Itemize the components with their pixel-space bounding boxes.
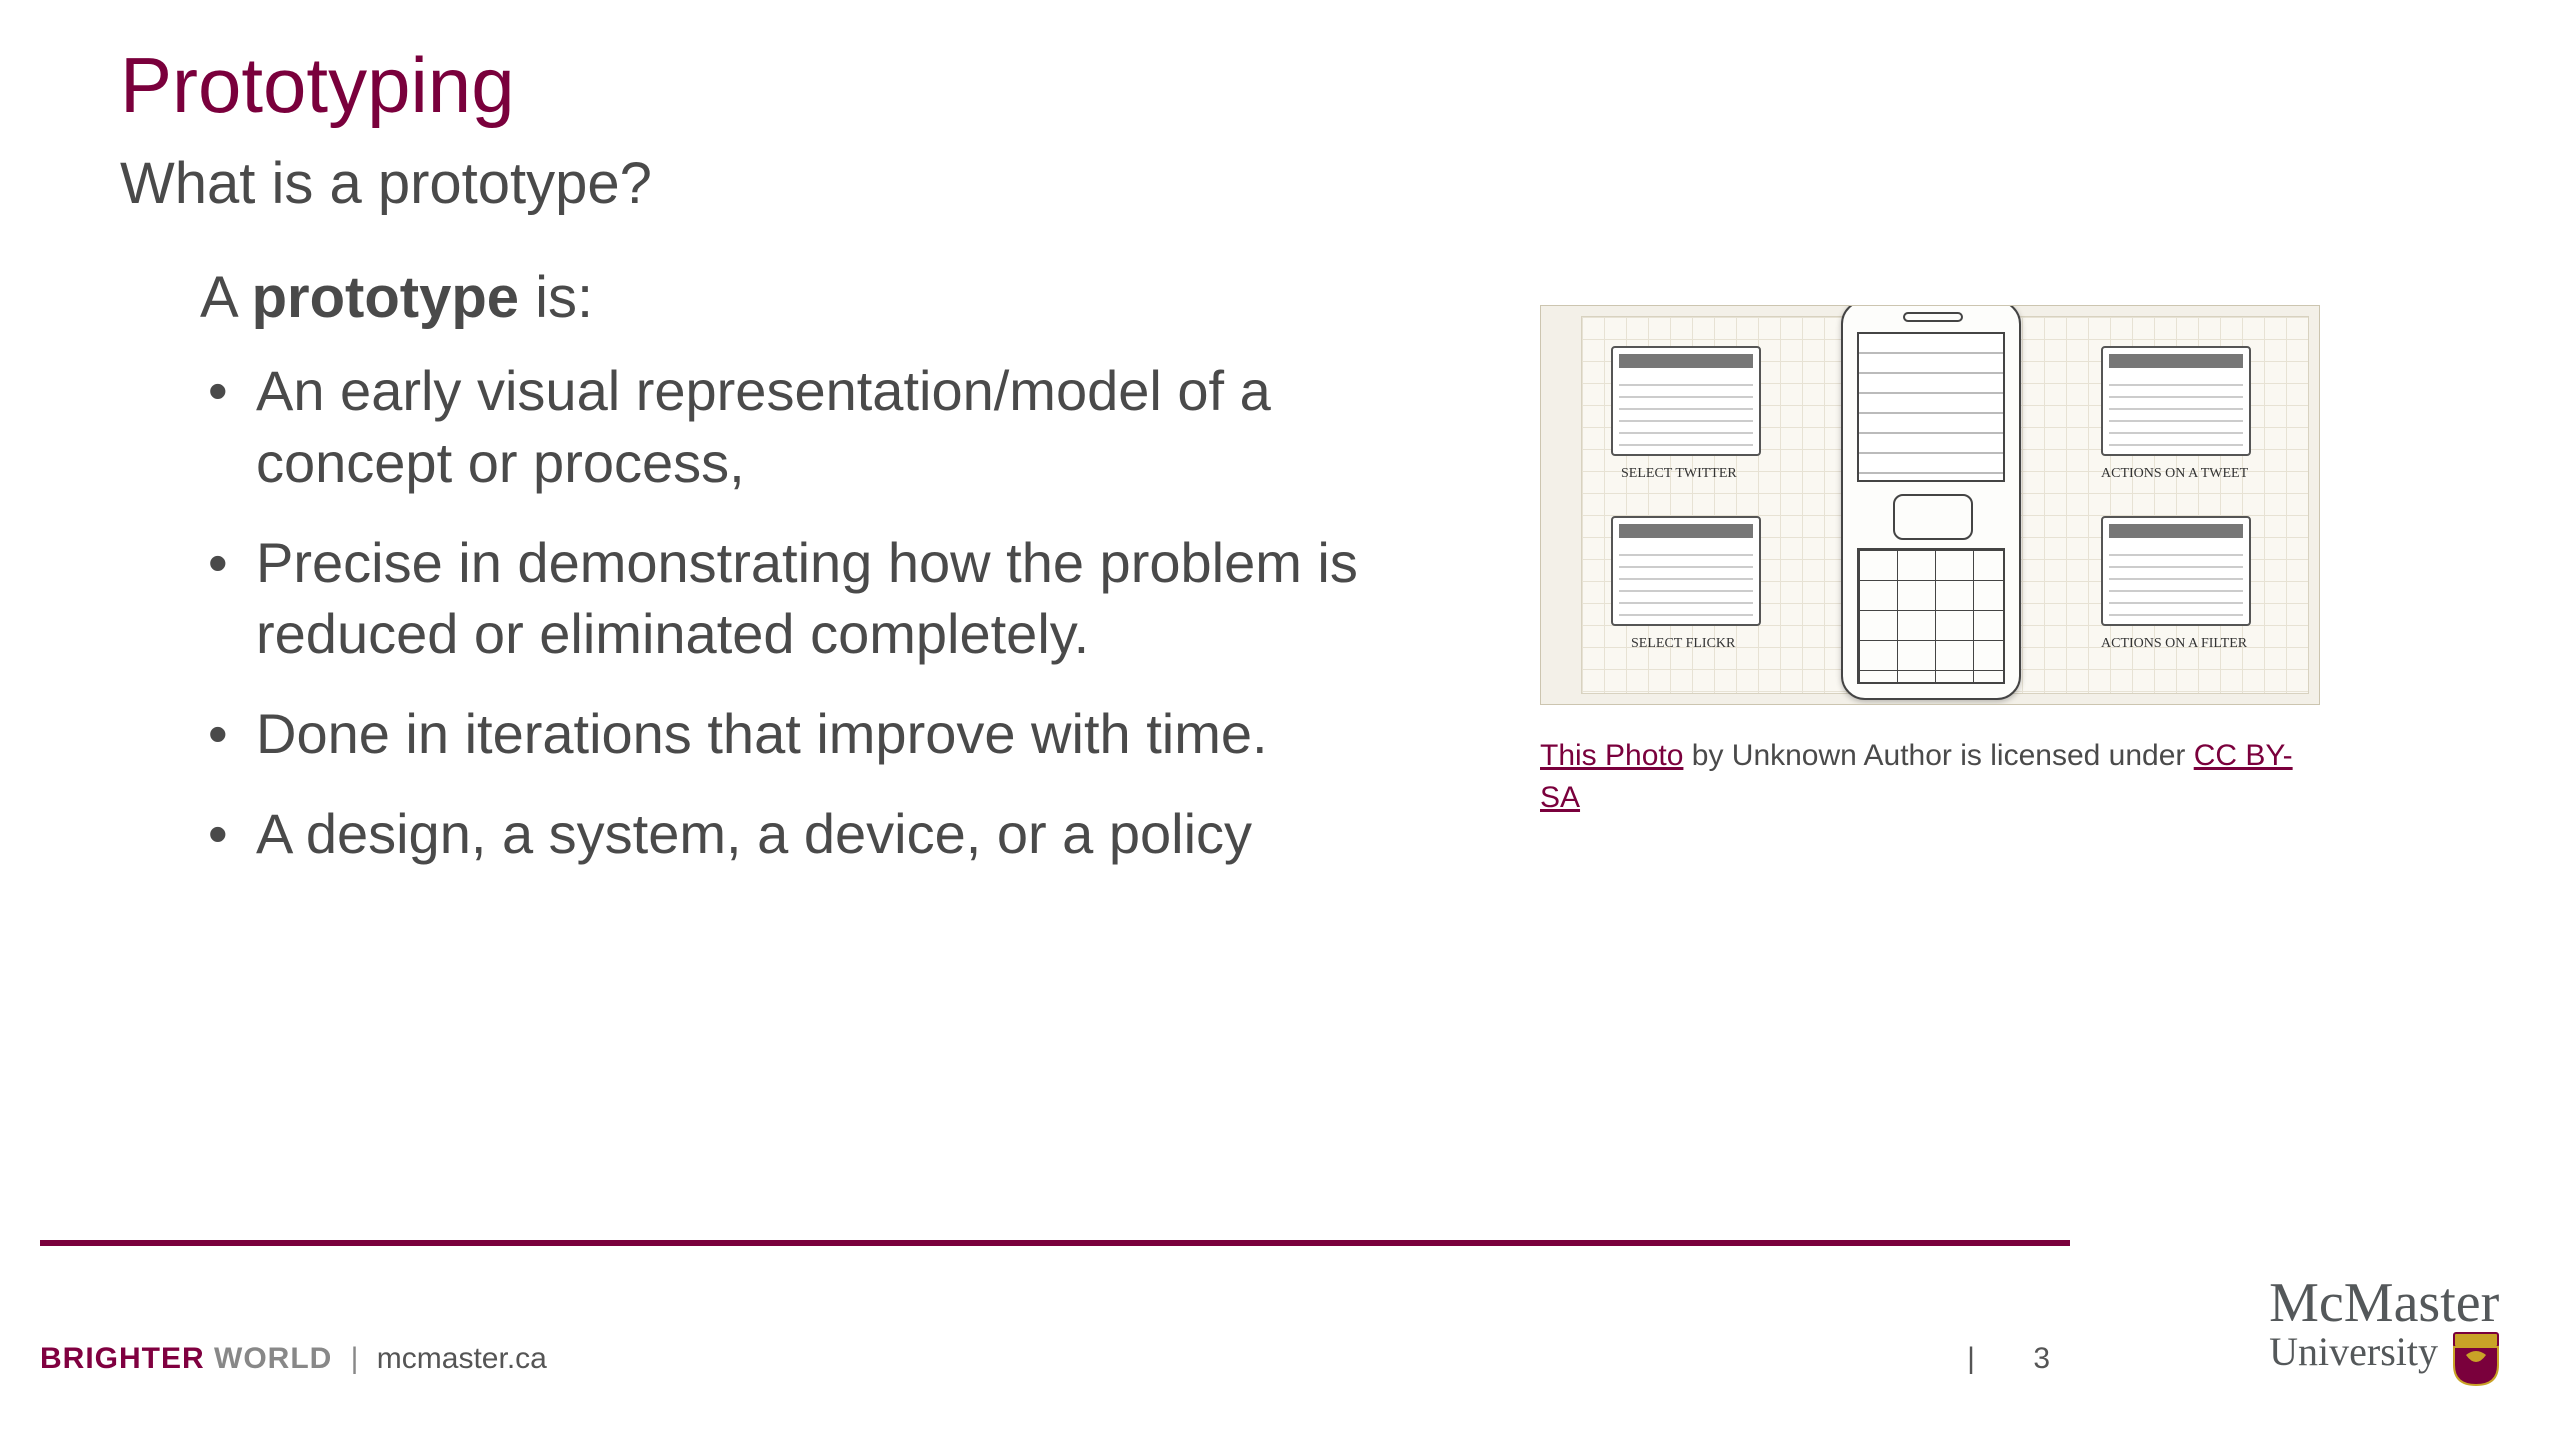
slide-title: Prototyping bbox=[120, 40, 515, 131]
image-caption: This Photo by Unknown Author is licensed… bbox=[1540, 735, 2320, 819]
lead-post: is: bbox=[519, 265, 593, 330]
page-separator: | bbox=[1967, 1342, 1975, 1375]
footer-separator: | bbox=[351, 1342, 359, 1375]
brighter-text: BRIGHTER bbox=[40, 1342, 205, 1375]
lead-bold: prototype bbox=[252, 265, 519, 330]
paper-phone-icon bbox=[1841, 305, 2021, 700]
crest-icon bbox=[2452, 1331, 2500, 1392]
footer-url: mcmaster.ca bbox=[377, 1342, 547, 1375]
caption-mid: by Unknown Author is licensed under bbox=[1683, 739, 2193, 772]
wireframe-caption: ACTIONS ON A FILTER bbox=[2101, 636, 2247, 652]
slide-subtitle: What is a prototype? bbox=[120, 150, 652, 217]
caption-link-photo[interactable]: This Photo bbox=[1540, 739, 1683, 772]
bullet-item: A design, a system, a device, or a polic… bbox=[200, 798, 1400, 870]
wireframe-caption: SELECT TWITTER bbox=[1621, 466, 1737, 482]
bullet-item: An early visual representation/model of … bbox=[200, 355, 1400, 498]
wireframe-screen-icon bbox=[2101, 516, 2251, 626]
wireframe-screen-icon bbox=[2101, 346, 2251, 456]
slide: Prototyping What is a prototype? A proto… bbox=[0, 0, 2560, 1440]
footer: BRIGHTER WORLD | mcmaster.ca bbox=[40, 1342, 547, 1376]
page-number-wrap: | 3 bbox=[1967, 1342, 2050, 1376]
world-text: WORLD bbox=[205, 1342, 333, 1375]
mcmaster-logo: McMaster University bbox=[2269, 1275, 2500, 1392]
bullet-item: Precise in demonstrating how the problem… bbox=[200, 527, 1400, 670]
wireframe-caption: ACTIONS ON A TWEET bbox=[2101, 466, 2248, 482]
bullet-list: An early visual representation/model of … bbox=[200, 355, 1400, 869]
bullet-item: Done in iterations that improve with tim… bbox=[200, 698, 1400, 770]
page-number: 3 bbox=[2033, 1342, 2050, 1375]
body-text: A prototype is: An early visual represen… bbox=[200, 260, 1400, 897]
wireframe-caption: SELECT FLICKR bbox=[1631, 636, 1735, 652]
figure: SELECT TWITTER SELECT FLICKR ACTIONS ON … bbox=[1540, 305, 2320, 819]
lead-line: A prototype is: bbox=[200, 260, 1400, 335]
logo-line1: McMaster bbox=[2269, 1275, 2500, 1331]
footer-divider bbox=[40, 1240, 2070, 1246]
logo-line2: University bbox=[2269, 1329, 2438, 1374]
prototype-sketch-image: SELECT TWITTER SELECT FLICKR ACTIONS ON … bbox=[1540, 305, 2320, 705]
wireframe-screen-icon bbox=[1611, 346, 1761, 456]
wireframe-screen-icon bbox=[1611, 516, 1761, 626]
lead-pre: A bbox=[200, 265, 252, 330]
